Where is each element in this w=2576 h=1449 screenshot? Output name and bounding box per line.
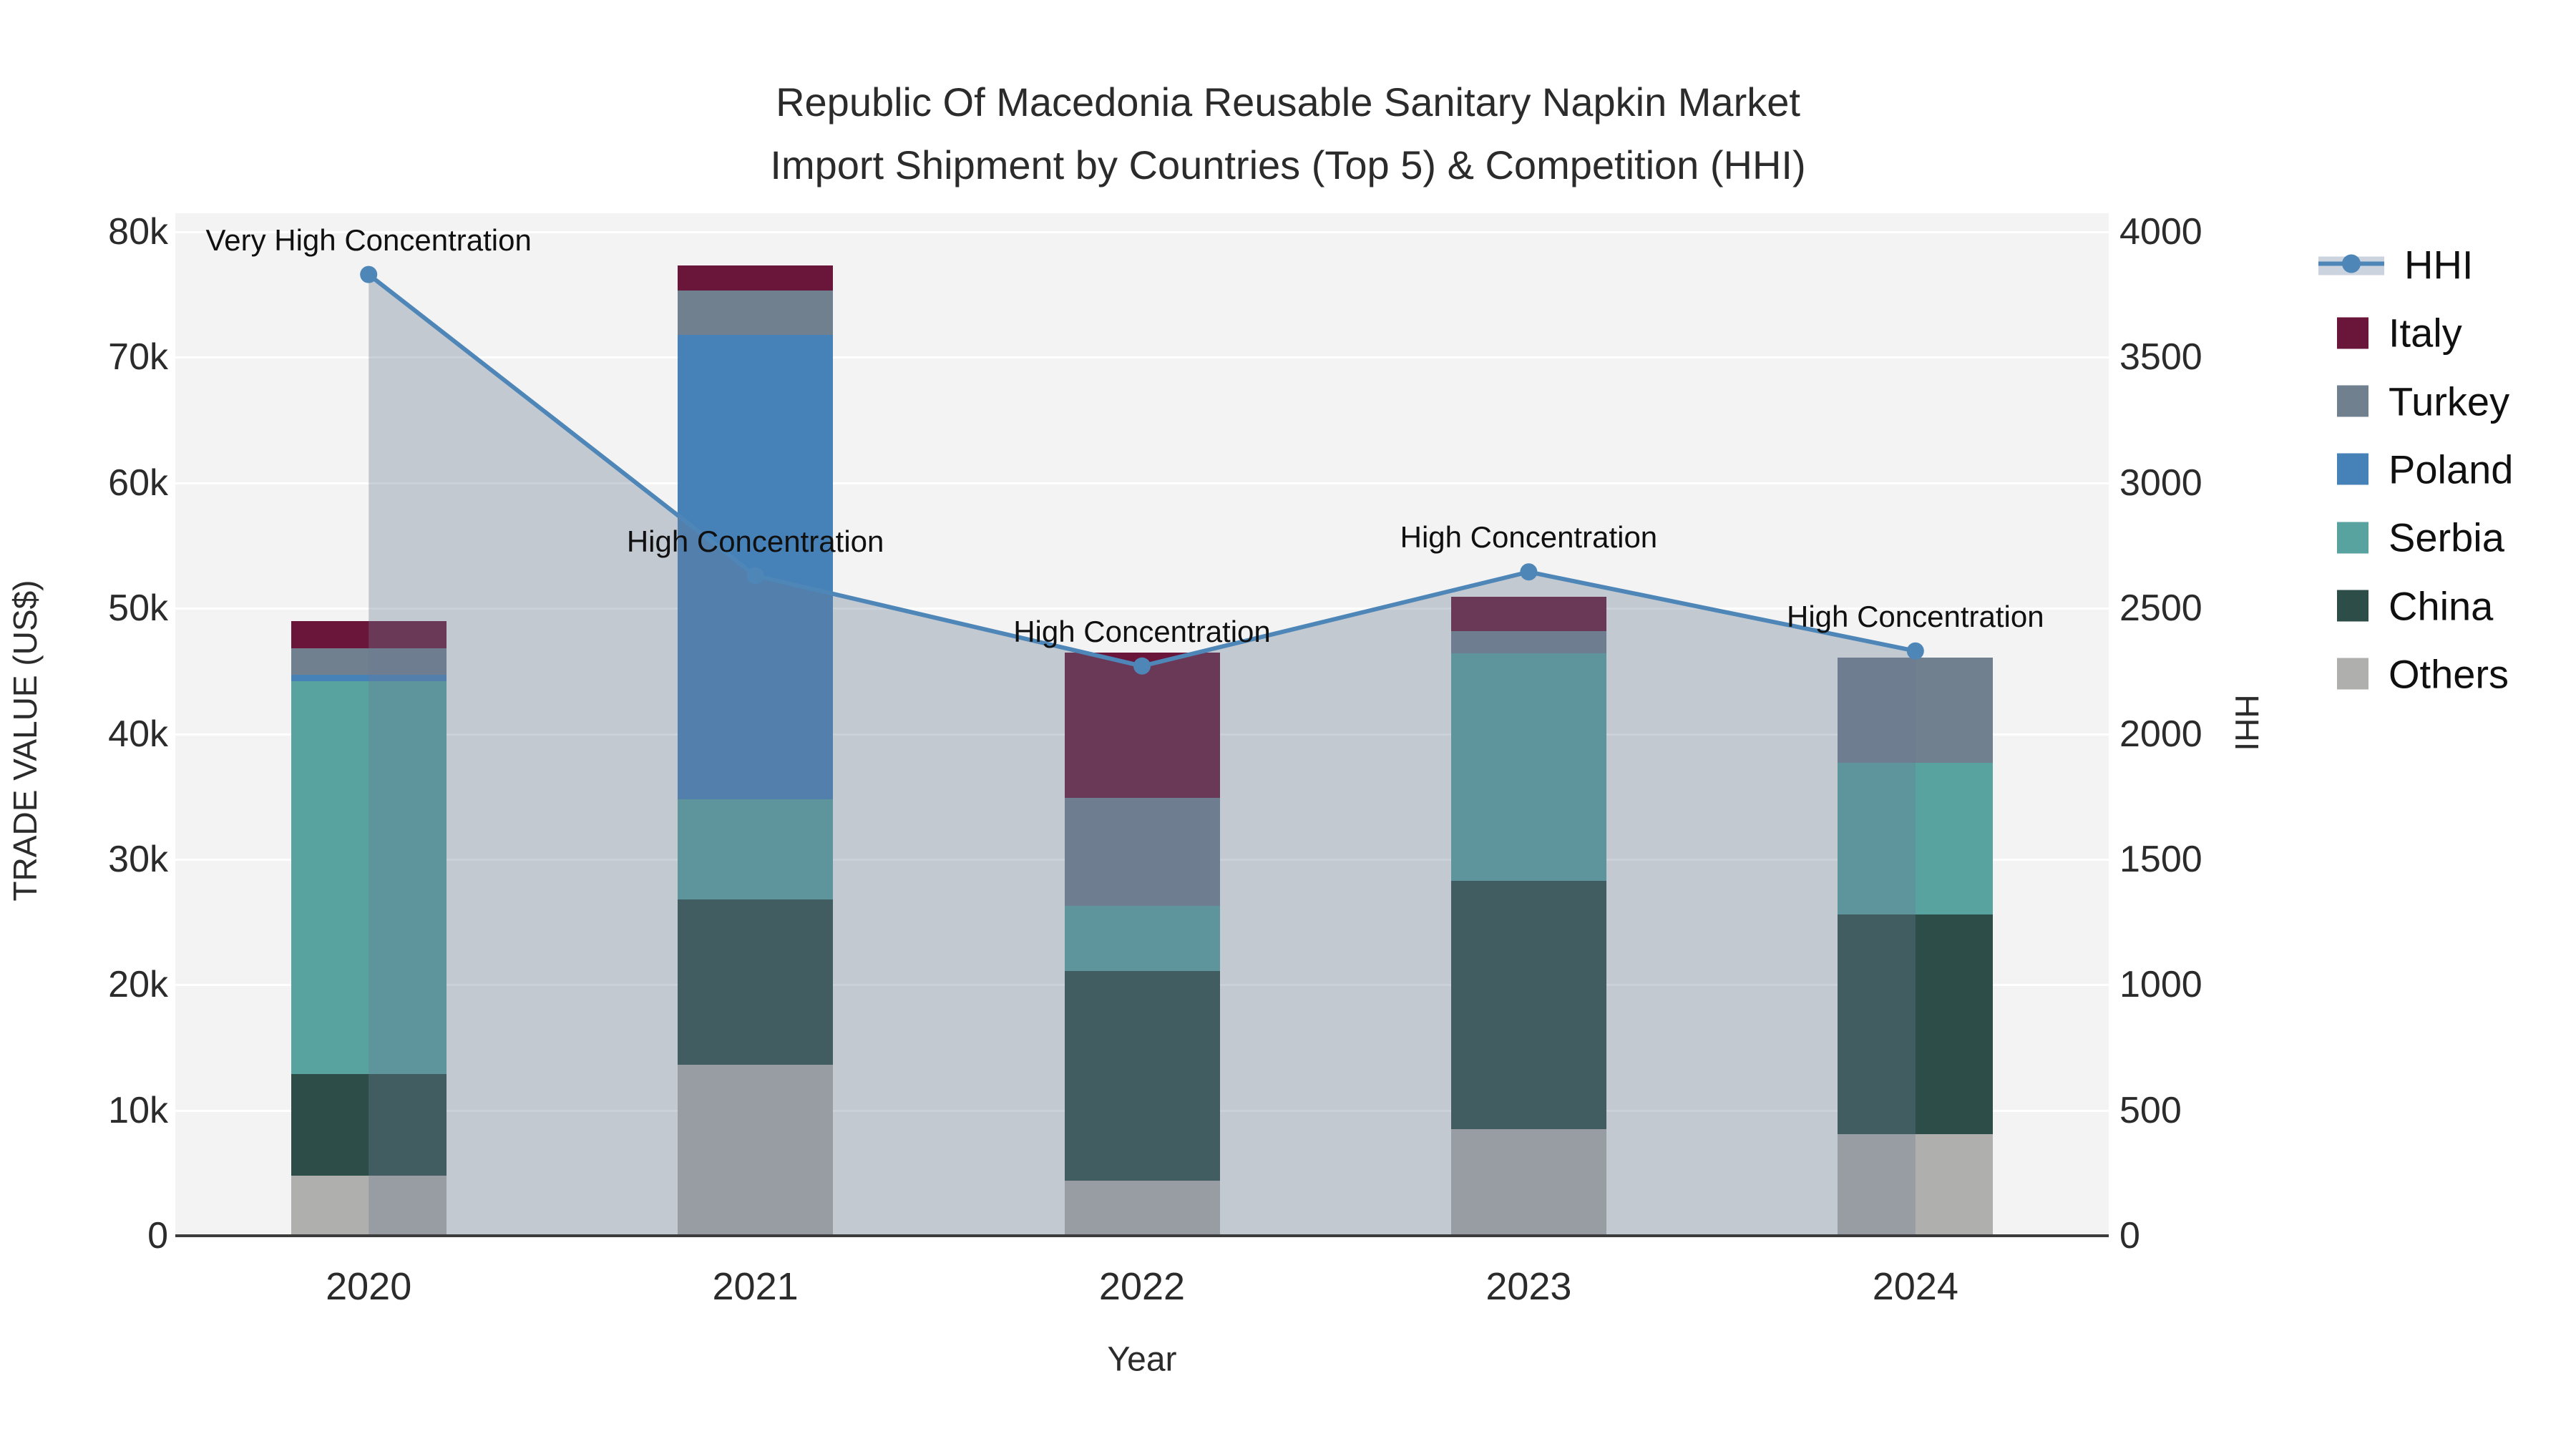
bar-segment-others-2024[interactable]: [1838, 1133, 1994, 1236]
bar-segment-others-2022[interactable]: [1064, 1180, 1220, 1236]
bar-segment-china-2024[interactable]: [1838, 914, 1994, 1134]
y-right-tick-1000: 1000: [2119, 964, 2202, 1006]
y-right-tick-2000: 2000: [2119, 713, 2202, 755]
bar-segment-turkey-2021[interactable]: [678, 291, 834, 335]
y-left-tick-40k: 40k: [108, 713, 168, 755]
bar-segment-china-2021[interactable]: [678, 899, 834, 1065]
y-right-tick-4000: 4000: [2119, 211, 2202, 253]
bar-segment-china-2023[interactable]: [1450, 880, 1606, 1129]
annotation-2024: High Concentration: [1787, 599, 2044, 633]
y-left-tick-50k: 50k: [108, 587, 168, 630]
y-left-tick-60k: 60k: [108, 462, 168, 504]
bar-segment-italy-2021[interactable]: [678, 265, 834, 291]
legend-label: Serbia: [2389, 514, 2504, 560]
bar-segment-turkey-2022[interactable]: [1064, 797, 1220, 906]
annotation-2021: High Concentration: [626, 524, 884, 558]
x-tick-2024: 2024: [1872, 1265, 1958, 1308]
bar-segment-others-2021[interactable]: [678, 1065, 834, 1236]
bar-segment-poland-2020[interactable]: [291, 675, 447, 681]
bar-segment-poland-2021[interactable]: [678, 334, 834, 799]
bar-segment-china-2020[interactable]: [291, 1073, 447, 1176]
legend-item-poland[interactable]: Poland: [2318, 446, 2513, 492]
y-axis-right-title: HHI: [2228, 694, 2265, 751]
x-tick-2020: 2020: [326, 1265, 412, 1308]
y-left-tick-70k: 70k: [108, 336, 168, 379]
y-right-tick-3000: 3000: [2119, 462, 2202, 504]
bar-segment-serbia-2024[interactable]: [1838, 762, 1994, 915]
annotation-2020: Very High Concentration: [205, 223, 532, 257]
x-axis-title: Year: [1107, 1340, 1177, 1379]
gridline-60k: [175, 482, 2109, 484]
bar-2023[interactable]: [1450, 597, 1606, 1236]
legend-item-china[interactable]: China: [2318, 582, 2493, 629]
legend-item-italy[interactable]: Italy: [2318, 310, 2462, 356]
annotation-2023: High Concentration: [1400, 520, 1658, 555]
annotation-2022: High Concentration: [1013, 614, 1271, 648]
bar-2022[interactable]: [1064, 652, 1220, 1236]
gridline-80k: [175, 231, 2109, 233]
bar-segment-turkey-2023[interactable]: [1450, 630, 1606, 654]
bar-segment-serbia-2021[interactable]: [678, 799, 834, 899]
bar-segment-serbia-2022[interactable]: [1064, 905, 1220, 971]
legend-swatch-icon: [2337, 658, 2368, 690]
y-right-tick-3500: 3500: [2119, 336, 2202, 379]
legend-label: Italy: [2389, 310, 2462, 356]
bar-segment-others-2020[interactable]: [291, 1175, 447, 1236]
legend-swatch-icon: [2337, 453, 2368, 485]
legend-swatch-icon: [2337, 385, 2368, 417]
y-left-tick-10k: 10k: [108, 1089, 168, 1131]
legend-item-turkey[interactable]: Turkey: [2318, 378, 2509, 424]
bar-segment-italy-2023[interactable]: [1450, 597, 1606, 631]
legend-item-others[interactable]: Others: [2318, 650, 2509, 697]
bar-segment-china-2022[interactable]: [1064, 970, 1220, 1181]
bar-2020[interactable]: [291, 620, 447, 1236]
legend-label: Others: [2389, 651, 2509, 697]
legend-swatch-icon: [2337, 522, 2368, 554]
legend-item-hhi[interactable]: HHI: [2318, 242, 2473, 288]
bar-segment-serbia-2020[interactable]: [291, 680, 447, 1074]
y-left-tick-80k: 80k: [108, 211, 168, 253]
bar-segment-others-2023[interactable]: [1450, 1128, 1606, 1236]
y-left-tick-30k: 30k: [108, 838, 168, 880]
chart-title-line2: Import Shipment by Countries (Top 5) & C…: [770, 142, 1806, 187]
x-axis-line: [175, 1234, 2109, 1237]
y-right-tick-500: 500: [2119, 1089, 2182, 1131]
bar-2024[interactable]: [1838, 657, 1994, 1236]
x-tick-2022: 2022: [1098, 1265, 1186, 1308]
bar-segment-turkey-2020[interactable]: [291, 648, 447, 675]
y-right-tick-1500: 1500: [2119, 838, 2202, 880]
y-left-tick-20k: 20k: [108, 964, 168, 1006]
legend-swatch-icon: [2337, 590, 2368, 622]
gridline-70k: [175, 356, 2109, 359]
bar-segment-serbia-2023[interactable]: [1450, 653, 1606, 881]
legend-item-serbia[interactable]: Serbia: [2318, 514, 2504, 561]
legend-label: Turkey: [2389, 379, 2510, 424]
y-left-tick-0: 0: [147, 1215, 168, 1257]
bar-segment-turkey-2024[interactable]: [1838, 657, 1994, 763]
hhi-line-swatch-icon: [2318, 253, 2384, 277]
bar-2021[interactable]: [678, 265, 834, 1236]
x-tick-2023: 2023: [1485, 1265, 1572, 1308]
legend-swatch-icon: [2337, 317, 2368, 349]
y-right-tick-2500: 2500: [2119, 587, 2202, 630]
legend-label: Poland: [2389, 447, 2514, 492]
y-axis-left-title: TRADE VALUE (US$): [6, 580, 44, 902]
legend-label: HHI: [2404, 242, 2474, 288]
legend-label: China: [2389, 583, 2494, 628]
x-tick-2021: 2021: [712, 1265, 799, 1308]
bar-segment-italy-2020[interactable]: [291, 620, 447, 649]
chart-title-line1: Republic Of Macedonia Reusable Sanitary …: [776, 79, 1800, 125]
bar-segment-italy-2022[interactable]: [1064, 652, 1220, 798]
y-right-tick-0: 0: [2119, 1215, 2140, 1257]
